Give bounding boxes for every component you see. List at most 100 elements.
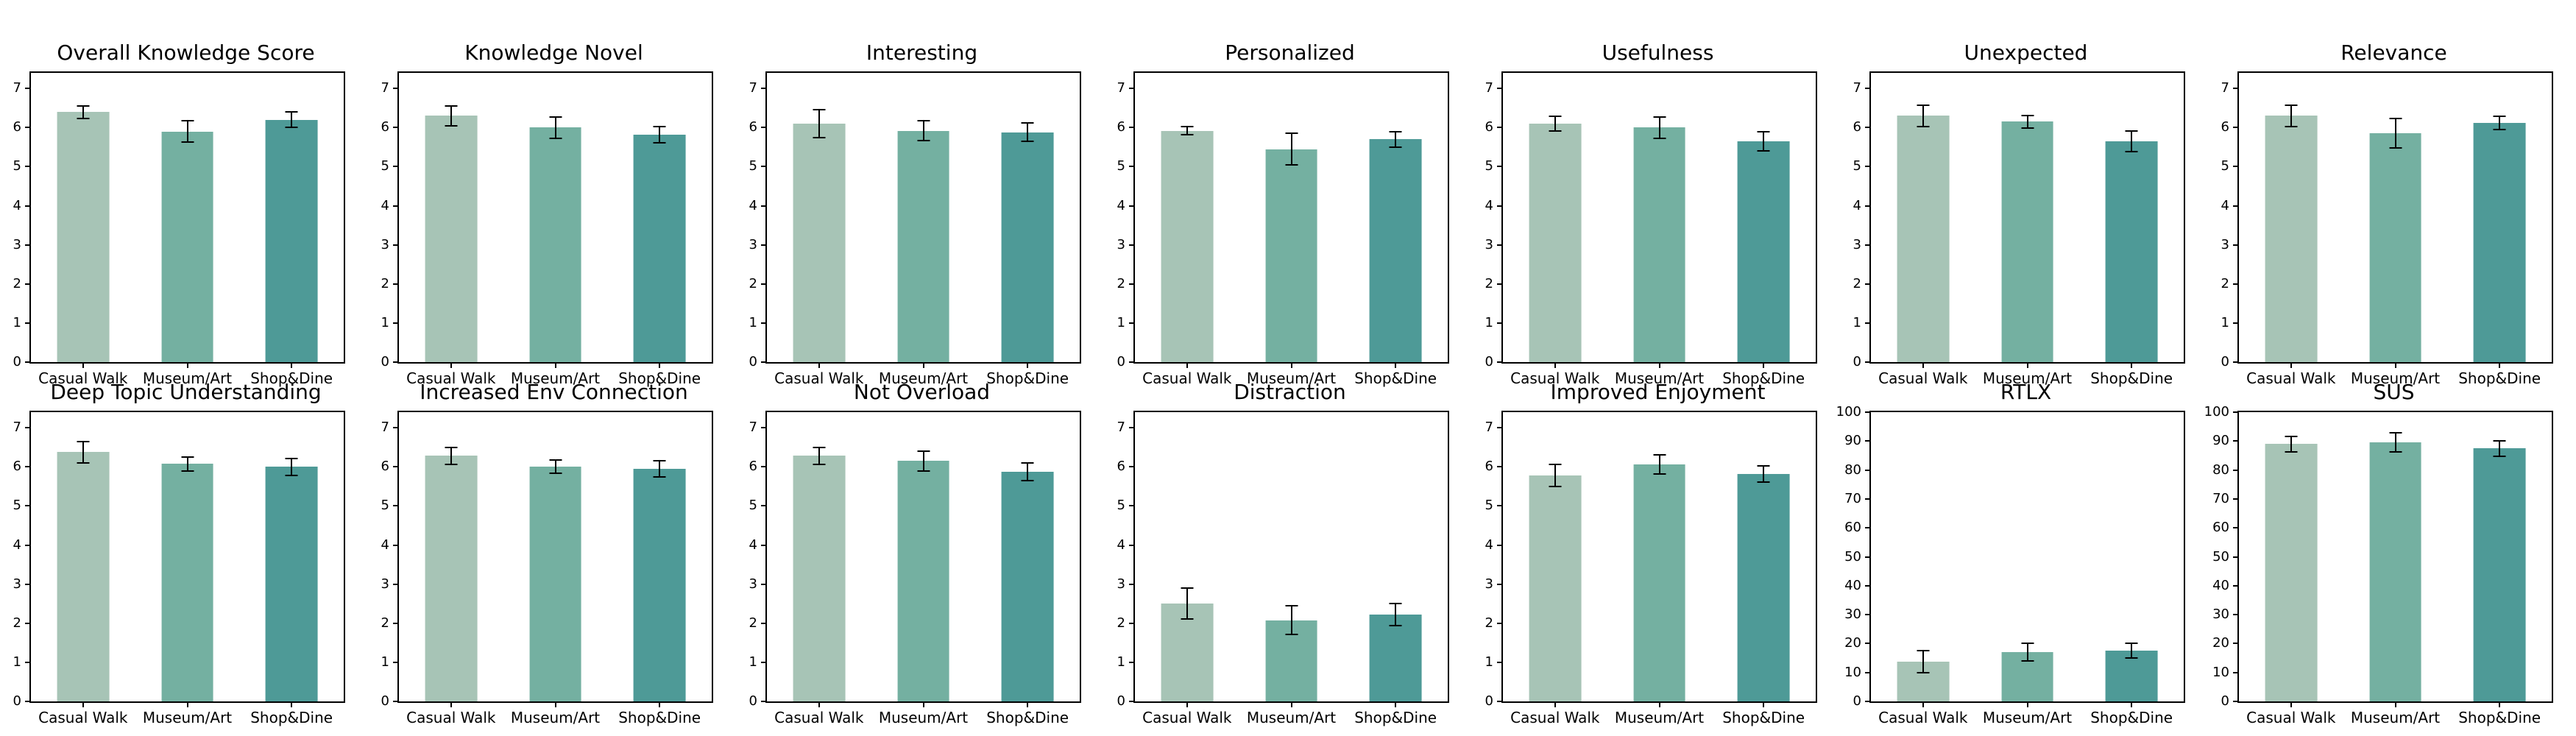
error-bar-cap-top bbox=[1757, 131, 1770, 133]
x-axis-tick-label: Casual Walk bbox=[2246, 709, 2336, 726]
y-axis-tick-label: 10 bbox=[1844, 664, 1861, 680]
bar-casual-walk bbox=[2265, 444, 2318, 701]
y-tick-mark bbox=[1497, 88, 1503, 90]
error-bar-cap-top bbox=[917, 450, 930, 453]
y-tick-mark bbox=[25, 661, 31, 663]
error-bar-cap-bottom bbox=[1653, 137, 1666, 139]
y-axis-tick-label: 3 bbox=[749, 576, 757, 592]
y-tick-mark bbox=[393, 701, 399, 702]
y-tick-mark bbox=[1129, 661, 1135, 663]
bar-casual-walk bbox=[1529, 475, 1582, 701]
error-bar-cap-bottom bbox=[1757, 149, 1770, 152]
y-axis-tick-label: 5 bbox=[2221, 158, 2229, 174]
error-bar-cap-top bbox=[1917, 649, 1930, 651]
y-axis-tick-label: 6 bbox=[1117, 119, 1125, 135]
y-tick-mark bbox=[2233, 361, 2239, 363]
bar-shop-dine bbox=[1001, 132, 1054, 362]
y-tick-mark bbox=[761, 583, 767, 585]
error-bar bbox=[2394, 433, 2396, 453]
error-bar-cap-bottom bbox=[1389, 624, 1402, 626]
y-axis-tick-label: 60 bbox=[2212, 520, 2229, 536]
x-tick-mark bbox=[2290, 362, 2292, 368]
error-bar bbox=[659, 461, 661, 477]
error-bar bbox=[186, 121, 188, 142]
x-tick-mark bbox=[1186, 362, 1188, 368]
x-axis-tick-label: Casual Walk bbox=[774, 709, 864, 726]
y-tick-mark bbox=[393, 322, 399, 324]
error-bar-cap-top bbox=[2493, 115, 2506, 117]
error-bar-cap-bottom bbox=[813, 136, 826, 138]
y-tick-mark bbox=[1129, 505, 1135, 507]
plot-area: 0 1 2 3 4 5 6 7 Casual Walk Museum/Art Shop&Dine bbox=[1117, 411, 1449, 726]
y-tick-mark bbox=[1865, 283, 1871, 285]
y-tick-mark bbox=[2233, 244, 2239, 246]
y-axis-tick-label: 6 bbox=[381, 119, 389, 135]
y-axis-tick-label: 6 bbox=[749, 459, 757, 475]
error-bar-cap-top bbox=[2285, 435, 2298, 437]
x-tick-mark bbox=[2499, 362, 2501, 368]
y-tick-mark bbox=[1865, 584, 1871, 587]
y-axis-tick-label: 50 bbox=[1844, 548, 1861, 565]
y-axis-tick-label: 4 bbox=[1117, 537, 1125, 553]
y-tick-mark bbox=[761, 244, 767, 246]
y-tick-mark bbox=[1129, 701, 1135, 702]
y-axis-tick-label: 4 bbox=[381, 537, 389, 553]
bar-shop-dine bbox=[2105, 141, 2158, 362]
x-tick-mark bbox=[82, 362, 84, 368]
y-tick-mark bbox=[1497, 544, 1503, 546]
error-bar bbox=[2026, 115, 2028, 128]
y-axis-tick-label: 2 bbox=[749, 615, 757, 631]
y-axis-tick-label: 6 bbox=[13, 119, 21, 135]
y-tick-mark bbox=[1865, 322, 1871, 324]
y-tick-mark bbox=[1497, 322, 1503, 324]
y-axis-tick-label: 1 bbox=[1853, 314, 1861, 330]
x-axis-tick-label: Museum/Art bbox=[2350, 369, 2441, 387]
error-bar bbox=[1027, 463, 1029, 481]
x-axis-tick-label: Casual Walk bbox=[38, 369, 128, 387]
y-tick-mark bbox=[761, 283, 767, 285]
x-axis-tick-label: Shop&Dine bbox=[1722, 369, 1805, 387]
y-tick-mark bbox=[2233, 671, 2239, 673]
error-bar-cap-top bbox=[285, 111, 298, 113]
y-axis-tick-label: 5 bbox=[749, 498, 757, 514]
x-axis-tick-label: Shop&Dine bbox=[250, 369, 333, 387]
error-bar-cap-top bbox=[1389, 603, 1402, 605]
error-bar-cap-top bbox=[1653, 116, 1666, 118]
error-bar-cap-top bbox=[1653, 453, 1666, 456]
y-axis-tick-label: 3 bbox=[1853, 236, 1861, 252]
bar-museum-art bbox=[161, 464, 213, 701]
y-axis-tick-label: 30 bbox=[1844, 606, 1861, 623]
y-axis-tick-label: 3 bbox=[381, 236, 389, 252]
plot-area: 0 1 2 3 4 5 6 7 Casual Walk Museum/Art Shop&Dine bbox=[2221, 71, 2553, 386]
y-tick-mark bbox=[761, 166, 767, 168]
x-axis-tick-label: Museum/Art bbox=[1246, 709, 1337, 726]
error-bar bbox=[450, 105, 452, 127]
y-tick-mark bbox=[1129, 322, 1135, 324]
x-axis-tick-label: Shop&Dine bbox=[1354, 369, 1437, 387]
y-axis-tick-label: 1 bbox=[2221, 314, 2229, 330]
chart-title: Increased Env Connection bbox=[420, 380, 688, 404]
error-bar bbox=[1290, 133, 1292, 165]
y-axis-tick-label: 40 bbox=[1844, 577, 1861, 593]
x-tick-mark bbox=[1763, 701, 1765, 707]
y-tick-mark bbox=[761, 427, 767, 429]
error-bar-cap-bottom bbox=[917, 470, 930, 472]
y-tick-mark bbox=[25, 205, 31, 207]
bar-shop-dine bbox=[1369, 139, 1422, 362]
y-axis-tick-label: 2 bbox=[1485, 275, 1493, 291]
y-tick-mark bbox=[2233, 498, 2239, 500]
y-axis-tick-label: 1 bbox=[381, 654, 389, 670]
y-axis-tick-label: 7 bbox=[749, 80, 757, 96]
y-axis-tick-label: 7 bbox=[1853, 80, 1861, 96]
y-axis-tick-label: 1 bbox=[749, 654, 757, 670]
bar-casual-walk bbox=[793, 456, 846, 701]
y-tick-mark bbox=[25, 361, 31, 363]
y-axis-tick-label: 6 bbox=[1117, 459, 1125, 475]
y-axis-tick-label: 6 bbox=[749, 119, 757, 135]
error-bar-cap-top bbox=[1285, 604, 1298, 606]
y-axis-tick-label: 0 bbox=[749, 693, 757, 709]
x-tick-mark bbox=[1290, 701, 1292, 707]
subplot-deep-topic-understanding: Deep Topic Understanding 0 1 2 3 4 5 6 7 Casual W… bbox=[0, 368, 368, 736]
error-bar bbox=[818, 110, 820, 138]
y-axis-tick-label: 2 bbox=[749, 275, 757, 291]
